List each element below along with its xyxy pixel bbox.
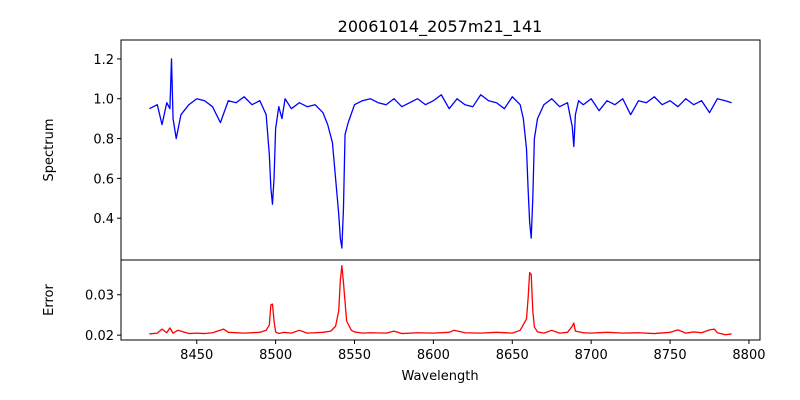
spectrum-series-line (149, 58, 732, 249)
x-tick-label: 8750 (654, 348, 687, 363)
x-axis-label: Wavelength (401, 369, 478, 384)
x-tick-label: 8650 (496, 348, 529, 363)
spectrum-y-tick-label: 0.8 (93, 133, 114, 148)
error-y-tick-label: 0.02 (85, 329, 114, 344)
x-tick-label: 8600 (417, 348, 450, 363)
x-tick-label: 8450 (180, 348, 213, 363)
chart-title: 20061014_2057m21_141 (338, 17, 543, 37)
error-series-line (149, 265, 732, 336)
spectrum-y-tick-label: 0.4 (93, 212, 114, 227)
x-tick-label: 8800 (732, 348, 765, 363)
x-tick-label: 8700 (575, 348, 608, 363)
spectrum-y-tick-label: 0.6 (93, 172, 114, 187)
spectrum-y-tick-label: 1.0 (93, 93, 114, 108)
error-y-axis-label: Error (42, 284, 57, 316)
spectrum-y-axis-label: Spectrum (42, 119, 57, 182)
error-panel: 0.02 0.03 8450 8500 8550 8600 8650 8700 8750 8800… (42, 259, 766, 384)
x-tick-label: 8500 (259, 348, 292, 363)
spectrum-y-tick-label: 1.2 (93, 53, 114, 68)
spectrum-panel: 0.4 0.6 0.8 1.0 1.2 Spectrum (42, 39, 761, 261)
error-axes-frame (120, 259, 761, 341)
x-tick-label: 8550 (338, 348, 371, 363)
error-y-tick-label: 0.03 (85, 289, 114, 304)
